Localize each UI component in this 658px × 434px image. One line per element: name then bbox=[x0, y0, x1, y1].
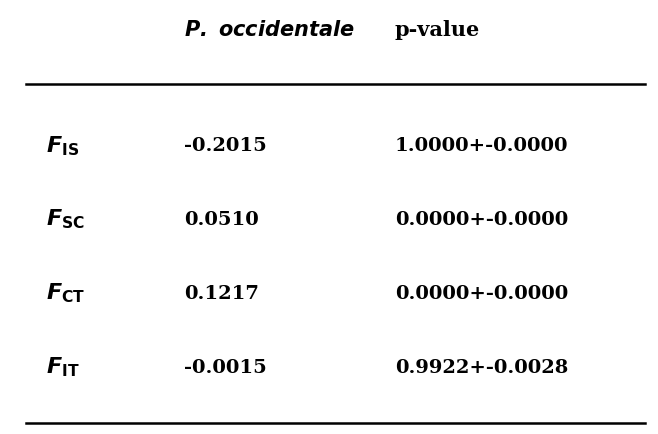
Text: $\bfit{F}_{\mathbf{IT}}$: $\bfit{F}_{\mathbf{IT}}$ bbox=[46, 355, 80, 378]
Text: $\bfit{F}_{\mathbf{IS}}$: $\bfit{F}_{\mathbf{IS}}$ bbox=[46, 134, 80, 157]
Text: 0.1217: 0.1217 bbox=[184, 284, 259, 302]
Text: 1.0000+-0.0000: 1.0000+-0.0000 bbox=[395, 136, 569, 155]
Text: $\bfit{P.\ occidentale}$: $\bfit{P.\ occidentale}$ bbox=[184, 20, 355, 40]
Text: -0.0015: -0.0015 bbox=[184, 358, 267, 376]
Text: 0.0510: 0.0510 bbox=[184, 210, 259, 228]
Text: p-value: p-value bbox=[395, 20, 480, 40]
Text: 0.0000+-0.0000: 0.0000+-0.0000 bbox=[395, 210, 568, 228]
Text: 0.0000+-0.0000: 0.0000+-0.0000 bbox=[395, 284, 568, 302]
Text: -0.2015: -0.2015 bbox=[184, 136, 267, 155]
Text: 0.9922+-0.0028: 0.9922+-0.0028 bbox=[395, 358, 568, 376]
Text: $\bfit{F}_{\mathbf{CT}}$: $\bfit{F}_{\mathbf{CT}}$ bbox=[46, 281, 86, 305]
Text: $\bfit{F}_{\mathbf{SC}}$: $\bfit{F}_{\mathbf{SC}}$ bbox=[46, 207, 85, 231]
